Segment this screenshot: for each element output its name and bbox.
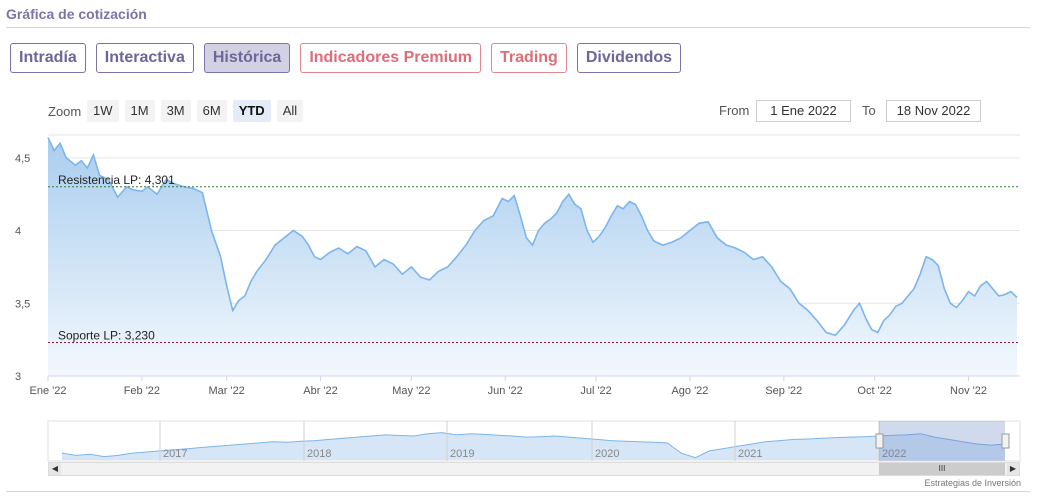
navigator-area [62, 432, 1005, 460]
navigator-year-label: 2021 [738, 448, 762, 460]
x-tick-label: May '22 [392, 385, 430, 397]
x-tick-label: Oct '22 [857, 385, 892, 397]
navigator-year-label: 2017 [163, 448, 187, 460]
resistance-label: Resistencia LP: 4,301 [58, 173, 175, 187]
navigator-line [61, 432, 1006, 459]
navigator-selection[interactable] [879, 421, 1005, 461]
navigator-year-label: 2020 [595, 448, 619, 460]
x-tick-label: Abr '22 [303, 385, 338, 397]
y-tick-label: 3 [15, 371, 21, 383]
zoom-button-1m[interactable]: 1M [124, 100, 155, 122]
zoom-label: Zoom [48, 104, 82, 119]
y-tick-label: 3,5 [15, 298, 30, 310]
zoom-buttons: 1W 1M 3M 6M YTD All [87, 100, 304, 122]
x-tick-label: Mar '22 [208, 385, 244, 397]
y-tick-label: 4,5 [15, 153, 30, 165]
navigator-left-handle[interactable] [875, 433, 884, 449]
scroll-left-arrow-icon[interactable]: ◀ [49, 463, 61, 475]
to-date-input[interactable]: 18 Nov 2022 [886, 100, 981, 122]
x-tick-label: Jul '22 [580, 385, 611, 397]
bottom-divider [6, 491, 1030, 492]
from-label: From [719, 103, 750, 118]
x-tick-label: Jun '22 [488, 385, 523, 397]
tab-indicadores-premium[interactable]: Indicadores Premium [300, 43, 482, 73]
x-tick-label: Ene '22 [30, 385, 67, 397]
x-tick-label: Feb '22 [124, 385, 160, 397]
zoom-button-6m[interactable]: 6M [196, 100, 227, 122]
x-tick-label: Nov '22 [950, 385, 987, 397]
price-line [47, 137, 1018, 337]
chart-credit: Estrategias de Inversión [924, 478, 1021, 488]
support-label: Soporte LP: 3,230 [58, 329, 155, 343]
navigator-scrollbar[interactable]: ◀ III ▶ [48, 462, 1020, 476]
scroll-right-arrow-icon[interactable]: ▶ [1007, 463, 1019, 475]
zoom-button-3m[interactable]: 3M [160, 100, 191, 122]
zoom-button-ytd[interactable]: YTD [232, 100, 271, 122]
section-title: Gráfica de cotización [6, 6, 147, 22]
scrollbar-thumb[interactable]: III [879, 463, 1005, 475]
tab-intrad-a[interactable]: Intradía [10, 43, 86, 73]
x-tick-label: Sep '22 [765, 385, 802, 397]
tab-trading[interactable]: Trading [491, 43, 567, 73]
title-divider [6, 27, 1030, 28]
navigator-year-label: 2019 [450, 448, 474, 460]
to-label: To [862, 103, 876, 118]
from-date-input[interactable]: 1 Ene 2022 [756, 100, 851, 122]
x-tick-label: Ago '22 [671, 385, 708, 397]
price-chart: 3 3,5 4 4,5 Resistencia LP: 4,301 Soporte LP:… [15, 134, 1020, 397]
navigator-year-label: 2022 [882, 448, 906, 460]
price-area [48, 137, 1017, 376]
navigator-chart[interactable]: 2017 2018 2019 2020 2021 2022 [0, 420, 1039, 462]
chart-tabs: Intradía Interactiva Histórica Indicadores … [10, 43, 682, 73]
tab-hist-rica[interactable]: Histórica [203, 43, 291, 73]
y-tick-label: 4 [15, 226, 21, 238]
zoom-button-all[interactable]: All [276, 100, 304, 122]
navigator-year-label: 2018 [307, 448, 331, 460]
tab-interactiva[interactable]: Interactiva [95, 43, 194, 73]
tab-dividendos[interactable]: Dividendos [576, 43, 682, 73]
zoom-button-1w[interactable]: 1W [87, 100, 119, 122]
navigator-right-handle[interactable] [1001, 433, 1010, 449]
